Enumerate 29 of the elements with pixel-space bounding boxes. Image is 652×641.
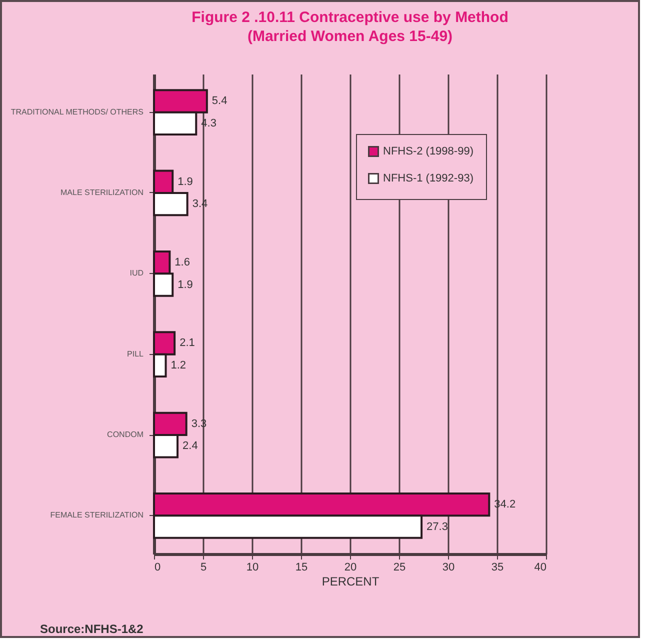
legend-label: NFHS-1 (1992-93) [383, 172, 474, 184]
x-tick-label: 5 [200, 562, 207, 574]
x-tick-label: 20 [344, 562, 357, 574]
data-label: 2.1 [180, 337, 195, 350]
x-tick-label: 40 [534, 562, 546, 574]
data-label: 1.9 [178, 176, 193, 188]
y-tick-label: FEMALE STERILIZATION [50, 510, 144, 520]
y-tick-label: PILL [127, 349, 144, 358]
x-tick-label: 15 [295, 562, 308, 574]
y-tick-label: TRADITIONAL METHODS/ OTHERS [10, 107, 144, 116]
data-label: 2.4 [182, 440, 198, 452]
x-tick-label: 10 [246, 562, 259, 574]
data-label: 1.6 [174, 256, 190, 269]
data-label: 5.4 [212, 95, 228, 108]
x-tick-label: 25 [393, 562, 406, 574]
y-tick-label: MALE STERILIZATION [60, 188, 144, 197]
x-tick-label: 35 [491, 562, 504, 574]
x-tick-label: 0 [154, 562, 161, 574]
y-tick-label: IUD [130, 268, 144, 278]
x-tick-label: 30 [442, 562, 455, 574]
x-axis-title: PERCENT [322, 574, 380, 588]
y-tick-label: CONDOM [107, 430, 144, 440]
chart-subtitle: (Married Women Ages 15-49) [247, 28, 453, 45]
legend-label: NFHS-2 (1998-99) [383, 146, 474, 158]
source-note: Source:NFHS-1&2 [40, 622, 144, 636]
data-label: 1.2 [170, 359, 186, 372]
chart-title: Figure 2 .10.11 Contraceptive use by Method [192, 9, 508, 26]
data-label: 1.9 [178, 278, 193, 291]
data-label: 27.3 [426, 520, 448, 533]
